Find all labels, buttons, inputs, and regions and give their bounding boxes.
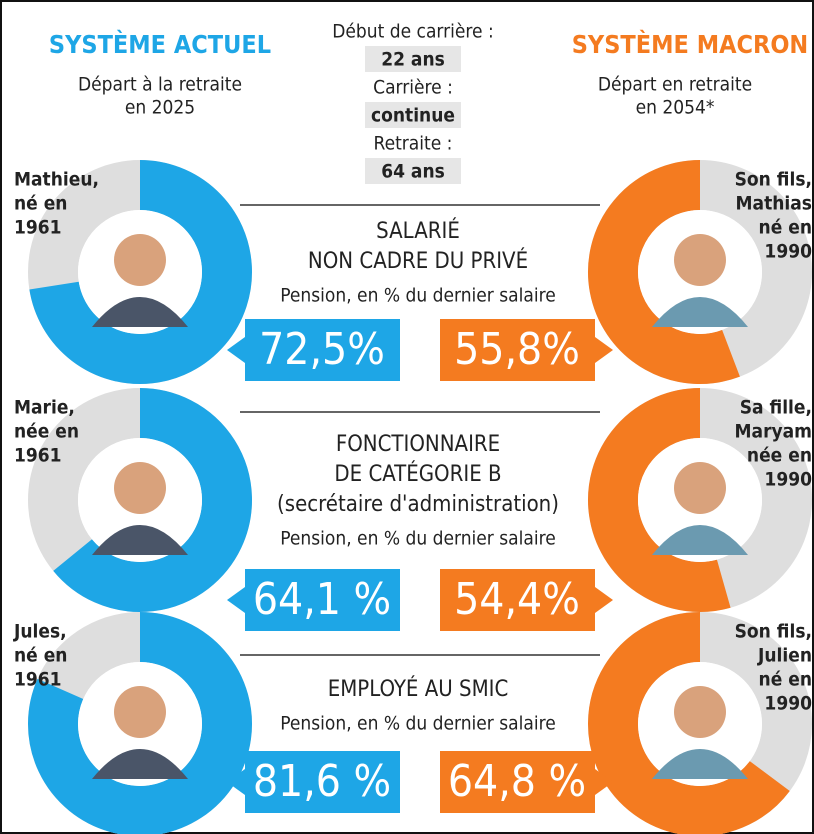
value-pointer: [227, 587, 245, 613]
portrait-head: [114, 234, 166, 286]
value-label: 54,4%: [454, 574, 580, 625]
caption: Pension, en % du dernier salaire: [280, 285, 555, 307]
value-label: 72,5%: [259, 324, 385, 375]
right-title: SYSTÈME MACRON: [572, 30, 809, 59]
category: FONCTIONNAIRE: [336, 432, 500, 457]
right-subtitle: Départ en retraite: [598, 74, 752, 96]
portrait-body: [92, 525, 188, 555]
portrait-head: [674, 686, 726, 738]
left-title: SYSTÈME ACTUEL: [49, 30, 271, 59]
person-name: 1961: [14, 217, 62, 239]
center-box: [365, 102, 461, 128]
left-subtitle: en 2025: [125, 97, 195, 119]
portrait-body: [92, 297, 188, 327]
portrait-body: [652, 525, 748, 555]
portrait-head: [674, 234, 726, 286]
value-label: 81,6 %: [253, 756, 391, 807]
value-pointer: [595, 769, 613, 795]
person-name: 1961: [14, 669, 62, 691]
person-name: né en: [14, 193, 67, 215]
value-pointer: [595, 587, 613, 613]
person-name: Marie,: [14, 397, 75, 419]
donut-arc: [28, 612, 252, 834]
person-name: née en: [14, 421, 79, 443]
person-name: né en: [759, 217, 812, 239]
person-name: 1990: [764, 241, 812, 263]
donut-arc: [29, 160, 252, 384]
person-name: 1961: [14, 445, 62, 467]
center-label: Carrière :: [373, 77, 453, 99]
center-label: Retraite :: [374, 133, 453, 155]
person-name: Jules,: [13, 621, 67, 643]
person-name: Sa fille,: [740, 397, 812, 419]
right-subtitle: en 2054*: [636, 97, 715, 119]
person-name: Son fils,: [735, 621, 812, 643]
person-name: née en: [747, 445, 812, 467]
portrait-body: [652, 297, 748, 327]
center-value: 22 ans: [381, 49, 445, 71]
center-box: [365, 158, 461, 184]
category: EMPLOYÉ AU SMIC: [328, 676, 509, 702]
portrait-head: [114, 462, 166, 514]
person-name: Mathieu,: [14, 169, 99, 191]
value-box: [245, 569, 400, 631]
donut-arc: [588, 160, 740, 384]
value-label: 55,8%: [454, 324, 580, 375]
value-label: 64,1 %: [253, 574, 391, 625]
caption: Pension, en % du dernier salaire: [280, 713, 555, 735]
donut-arc: [588, 612, 790, 834]
center-box: [365, 46, 461, 72]
value-pointer: [595, 337, 613, 363]
category: NON CADRE DU PRIVÉ: [308, 248, 528, 274]
donut-arc: [53, 388, 252, 612]
center-value: 64 ans: [381, 161, 445, 183]
value-pointer: [227, 769, 245, 795]
portrait-body: [92, 749, 188, 779]
left-subtitle: Départ à la retraite: [78, 74, 242, 96]
value-pointer: [227, 337, 245, 363]
donut-arc: [588, 388, 731, 612]
portrait-head: [674, 462, 726, 514]
person-name: Son fils,: [735, 169, 812, 191]
value-label: 64,8 %: [448, 756, 586, 807]
person-name: 1990: [764, 693, 812, 715]
value-box: [440, 751, 595, 813]
caption: Pension, en % du dernier salaire: [280, 528, 555, 550]
person-name: 1990: [764, 469, 812, 491]
value-box: [245, 751, 400, 813]
center-label: Début de carrière :: [332, 21, 493, 43]
person-name: Maryam: [735, 421, 812, 443]
person-name: né en: [14, 645, 67, 667]
category: DE CATÉGORIE B: [334, 461, 501, 487]
value-box: [440, 319, 595, 381]
person-name: Julien: [757, 645, 812, 667]
center-value: continue: [371, 105, 455, 127]
person-name: né en: [759, 669, 812, 691]
person-name: Mathias: [736, 193, 812, 215]
portrait-body: [652, 749, 748, 779]
portrait-head: [114, 686, 166, 738]
value-box: [440, 569, 595, 631]
category: SALARIÉ: [376, 218, 460, 244]
category: (secrétaire d'administration): [277, 492, 559, 517]
value-box: [245, 319, 400, 381]
